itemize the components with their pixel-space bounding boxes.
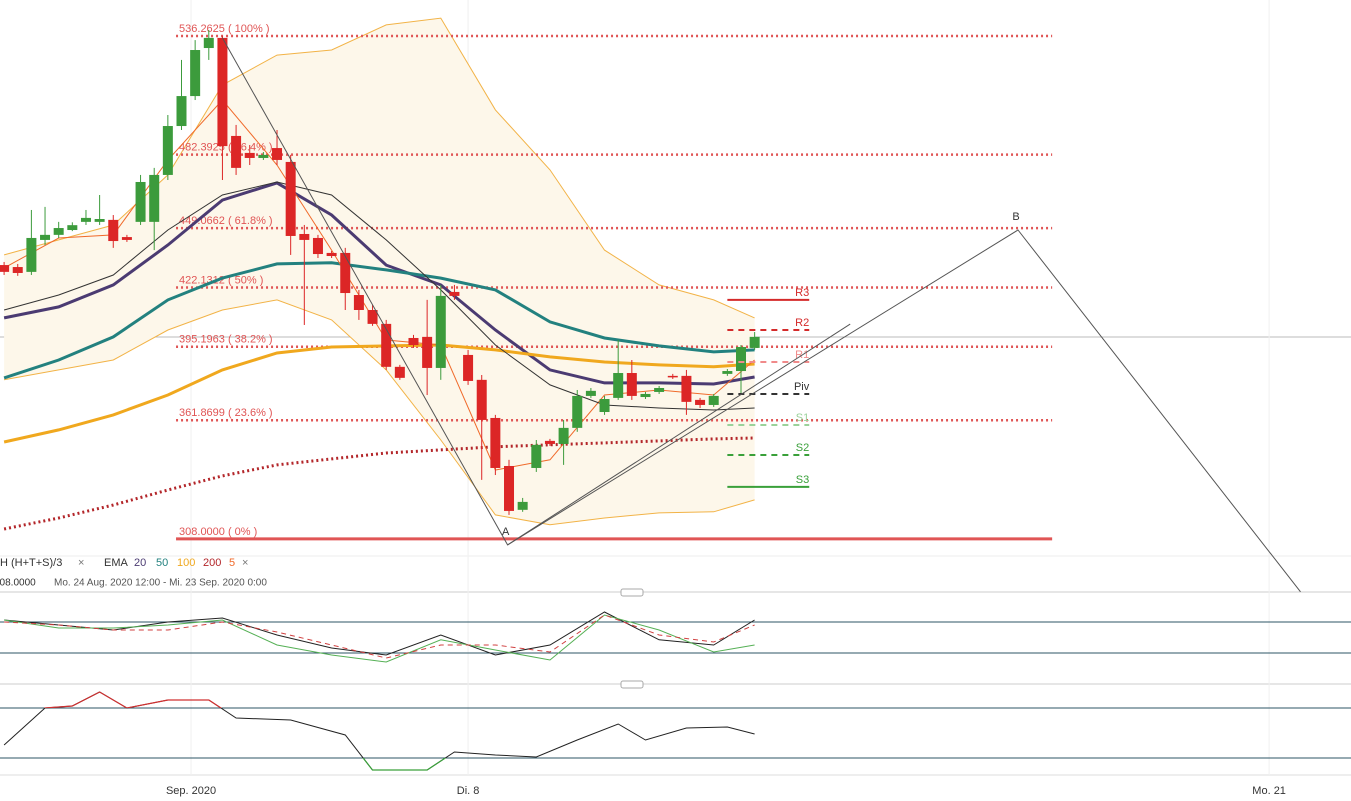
candle-body	[408, 337, 419, 346]
legend-entry: 5	[229, 557, 235, 569]
candle-body	[108, 219, 119, 242]
x-tick-label: Mo. 21	[1252, 785, 1286, 797]
candle-body	[531, 444, 542, 468]
candle-body	[626, 373, 637, 396]
zigzag	[221, 37, 1301, 593]
indicator-label: H (H+T+S)/3	[0, 557, 62, 569]
candle-body	[504, 465, 515, 511]
candle-body	[94, 219, 105, 222]
ema-line	[3, 181, 755, 386]
candle-body	[176, 96, 187, 127]
candle-body	[640, 393, 651, 398]
candle-body	[80, 217, 91, 222]
candle-body	[572, 395, 583, 428]
candle-body	[613, 373, 624, 398]
fib-label: 482.3925 ( 76.4% )	[179, 142, 273, 154]
candle-body	[244, 152, 255, 158]
candle-body	[258, 154, 269, 158]
candle-body	[272, 148, 283, 160]
pivot-label: S2	[796, 442, 809, 454]
pivot-label: Piv	[794, 381, 810, 393]
info-range: Mo. 24 Aug. 2020 12:00 - Mi. 23 Sep. 202…	[54, 578, 267, 589]
candle-body	[135, 181, 146, 222]
fib-label: 395.1963 ( 38.2% )	[179, 334, 273, 346]
candle-body	[353, 295, 364, 310]
legend-entry: 200	[203, 557, 221, 569]
candle-body	[463, 354, 474, 381]
close-button[interactable]: ×	[242, 557, 248, 569]
fib-label: 308.0000 ( 0% )	[179, 526, 257, 538]
candle-body	[695, 399, 706, 405]
candle-body	[654, 387, 665, 392]
candle-body	[162, 126, 173, 175]
drawing-label: A	[502, 526, 510, 538]
candle-body	[736, 347, 747, 372]
candle-body	[326, 252, 337, 257]
x-tick-label: Di. 8	[457, 785, 480, 797]
fib-label: 422.1312 ( 50% )	[179, 274, 263, 286]
average-line	[3, 181, 755, 411]
drawing-label: B	[1012, 211, 1019, 223]
candle-body	[149, 174, 160, 222]
resize-handle[interactable]	[620, 588, 644, 597]
pivot-label: R3	[795, 287, 809, 299]
cci-above	[44, 691, 223, 708]
info-price: 308.0000	[0, 578, 36, 589]
candle-body	[544, 440, 555, 444]
candle-body	[490, 417, 501, 468]
fib-label: 361.8699 ( 23.6% )	[179, 407, 273, 419]
candle-body	[53, 228, 64, 235]
candle-body	[217, 37, 228, 147]
legend-entry: 100	[177, 557, 195, 569]
legend-entry: 50	[156, 557, 168, 569]
candle-body	[476, 379, 487, 420]
pivot-label: S1	[796, 412, 809, 424]
candle-body	[67, 225, 78, 231]
candle-body	[394, 366, 405, 378]
candle-body	[749, 336, 760, 348]
candle-body	[40, 234, 51, 240]
ema-label: EMA	[104, 557, 129, 569]
candle-body	[599, 399, 610, 413]
stochastic-line	[4, 614, 755, 659]
fib-label: 536.2625 ( 100% )	[179, 23, 270, 35]
resize-handle[interactable]	[620, 680, 644, 689]
candle-body	[121, 237, 132, 240]
close-button[interactable]: ×	[78, 557, 84, 569]
candle-body	[340, 252, 351, 294]
candle-body	[190, 50, 201, 97]
candle-body	[231, 135, 242, 168]
candle-body	[708, 395, 719, 405]
bollinger-upper	[3, 17, 755, 319]
candle-body	[681, 375, 692, 402]
candle-body	[422, 336, 433, 368]
candle-body	[285, 161, 296, 236]
candle-body	[299, 233, 310, 240]
cci-below	[362, 758, 447, 771]
x-tick-label: Sep. 2020	[166, 785, 216, 797]
candle-body	[0, 265, 10, 272]
legend-entry: 20	[134, 557, 146, 569]
candle-body	[558, 427, 569, 444]
candle-body	[722, 371, 733, 374]
pivot-label: R2	[795, 317, 809, 329]
candle-body	[12, 267, 23, 273]
bollinger-band	[4, 18, 755, 525]
stochastic-line	[4, 614, 755, 663]
ema-line	[3, 261, 755, 380]
candle-body	[435, 295, 446, 368]
candle-body	[203, 37, 214, 49]
candle-body	[26, 237, 37, 272]
candle-body	[367, 309, 378, 324]
candle-body	[585, 390, 596, 396]
candle-body	[449, 291, 460, 296]
candle-body	[312, 237, 323, 255]
candle-body	[517, 501, 528, 510]
trendline	[507, 323, 851, 546]
ema-line	[3, 436, 755, 531]
pivot-label: S3	[796, 474, 809, 486]
candle-body	[381, 323, 392, 367]
candle-body	[667, 375, 678, 378]
